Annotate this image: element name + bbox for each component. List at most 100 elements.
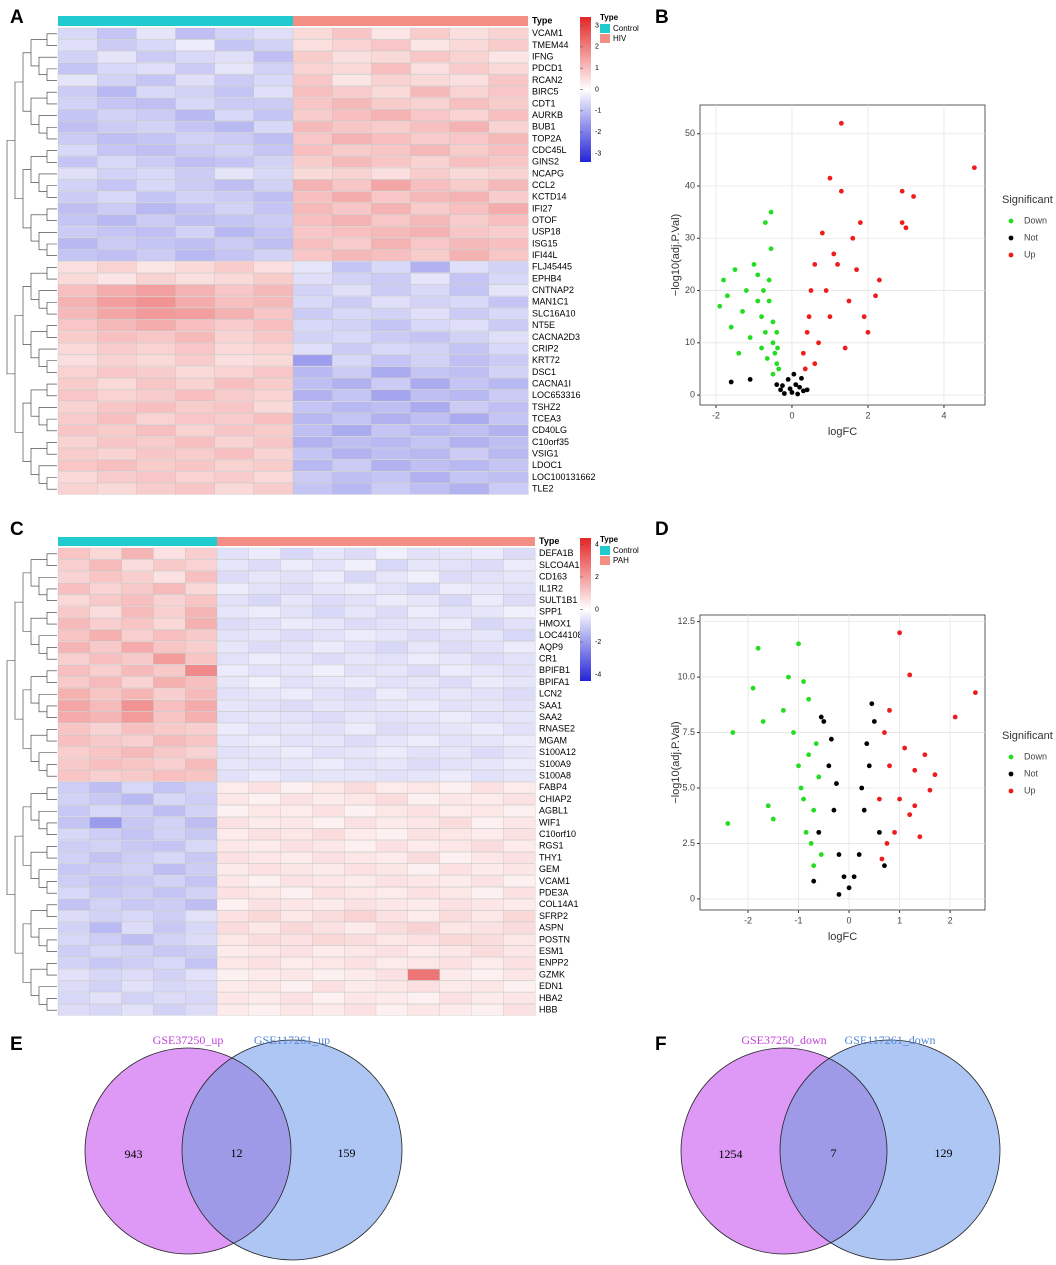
heatmap-cell xyxy=(253,483,294,495)
heatmap-cell xyxy=(332,378,372,390)
heatmap-cell xyxy=(214,448,255,460)
heatmap-cell xyxy=(371,343,411,355)
heatmap-cell xyxy=(248,957,282,969)
dendrogram xyxy=(46,68,57,81)
heatmap-cell xyxy=(449,202,490,215)
heatmap-cell xyxy=(280,922,313,934)
heatmap-cell xyxy=(253,459,294,472)
venn-outline xyxy=(680,1047,888,1255)
heatmap-cell xyxy=(503,875,536,887)
row-label: DSC1 xyxy=(532,367,556,377)
heatmap-cell xyxy=(503,1004,536,1016)
heatmap-cell xyxy=(449,261,490,273)
heatmap-cell xyxy=(312,641,345,653)
heatmap-cell xyxy=(175,354,216,367)
x-tick-label: 0 xyxy=(847,915,852,925)
heatmap-cell xyxy=(57,746,91,759)
color-tick-label: 0 xyxy=(595,86,599,93)
color-tick-label: 3 xyxy=(595,22,599,29)
point xyxy=(800,388,806,394)
y-tick-label: 10.0 xyxy=(677,671,695,681)
heatmap-cell xyxy=(344,559,377,571)
heatmap-cell xyxy=(216,699,250,712)
heatmap-cell xyxy=(248,781,282,794)
heatmap-cell xyxy=(292,401,333,413)
dendrogram xyxy=(38,290,57,309)
dendrogram xyxy=(46,846,57,859)
dendrogram xyxy=(46,33,57,46)
point xyxy=(770,371,776,377)
heatmap-cell xyxy=(488,354,529,367)
row-label: SFRP2 xyxy=(539,911,568,921)
dendrogram xyxy=(22,689,31,749)
heatmap-cell xyxy=(503,547,536,560)
heatmap-cell xyxy=(216,781,250,794)
heatmap-cell xyxy=(216,582,250,595)
heatmap-cell xyxy=(439,688,472,700)
heatmap-cell xyxy=(410,261,451,273)
dendrogram xyxy=(14,315,23,433)
heatmap-cell xyxy=(332,331,372,343)
point xyxy=(871,719,877,724)
heatmap-cell xyxy=(57,378,98,390)
heatmap-cell xyxy=(439,828,472,841)
heatmap-cell xyxy=(407,582,441,595)
heatmap-cell xyxy=(375,957,409,969)
heatmap-cell xyxy=(214,273,255,285)
row-label: IFNG xyxy=(532,52,554,62)
heatmap-cell xyxy=(449,226,490,238)
heatmap-cell xyxy=(57,922,91,934)
heatmap-cell xyxy=(175,319,216,332)
heatmap-cell xyxy=(153,1004,186,1016)
color-tick-label: 2 xyxy=(595,44,599,51)
row-label: S100A8 xyxy=(539,771,571,781)
heatmap-cell xyxy=(375,606,409,618)
heatmap-cell xyxy=(503,688,536,700)
heatmap-cell xyxy=(503,887,536,899)
annotation-title: Type xyxy=(532,15,552,25)
heatmap-cell xyxy=(332,74,372,86)
heatmap-cell xyxy=(253,27,294,40)
heatmap-cell xyxy=(214,424,255,437)
color-bar xyxy=(580,17,591,162)
point xyxy=(897,630,903,636)
point xyxy=(856,852,862,857)
heatmap-cell xyxy=(153,933,186,946)
heatmap-cell xyxy=(471,828,504,841)
point xyxy=(882,730,887,735)
heatmap-cell xyxy=(185,688,218,700)
legend-label: Up xyxy=(1024,249,1036,259)
heatmap-cell xyxy=(471,629,504,642)
heatmap-cell xyxy=(248,770,282,782)
point xyxy=(912,767,918,773)
heatmap-cell xyxy=(471,887,504,899)
heatmap-cell xyxy=(57,226,98,238)
heatmap-cell xyxy=(439,852,472,864)
point xyxy=(917,834,923,840)
heatmap-cell xyxy=(97,284,137,297)
heatmap-cell xyxy=(153,980,186,993)
heatmap-cell xyxy=(471,957,504,969)
heatmap-cell xyxy=(185,992,218,1004)
heatmap-cell xyxy=(344,781,377,794)
heatmap-cell xyxy=(449,459,490,472)
heatmap-cell xyxy=(449,237,490,250)
heatmap-cell xyxy=(121,770,154,782)
row-label: S100A12 xyxy=(539,747,576,757)
heatmap-cell xyxy=(57,875,91,887)
heatmap-cell xyxy=(121,980,154,993)
heatmap-cell xyxy=(216,969,250,981)
heatmap-cell xyxy=(407,840,441,852)
heatmap-cell xyxy=(185,957,218,969)
heatmap-cell xyxy=(89,875,123,887)
heatmap-cell xyxy=(89,980,123,993)
row-label: TSHZ2 xyxy=(532,402,561,412)
heatmap-cell xyxy=(57,676,91,688)
heatmap-cell xyxy=(344,793,377,805)
heatmap-cell xyxy=(344,933,377,946)
heatmap-cell xyxy=(503,980,536,993)
row-label: SPP1 xyxy=(539,607,562,617)
heatmap-cell xyxy=(175,156,216,168)
heatmap-cell xyxy=(153,898,186,911)
heatmap-cell xyxy=(214,237,255,250)
